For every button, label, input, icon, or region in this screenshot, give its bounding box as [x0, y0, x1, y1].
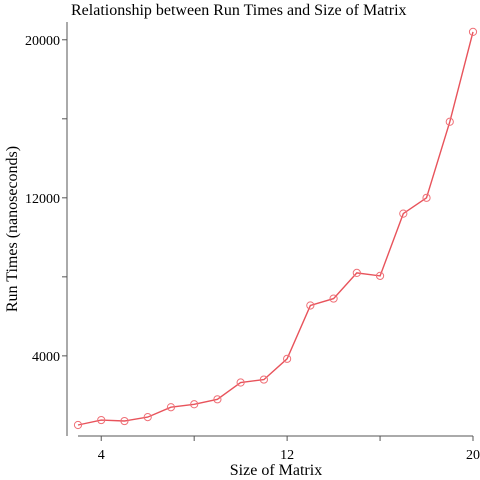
x-tick-label: 20 [466, 448, 480, 463]
data-point [213, 395, 222, 404]
data-point [306, 301, 315, 310]
y-axis-label: Run Times (nanoseconds) [4, 146, 21, 312]
data-point [329, 294, 338, 303]
x-ticks: 4 12 20 [98, 436, 480, 463]
data-point [445, 117, 454, 126]
x-axis-label: Size of Matrix [230, 462, 322, 479]
chart-title: Relationship between Run Times and Size … [71, 2, 407, 19]
y-tick-label: 4000 [32, 350, 60, 365]
x-tick-label: 12 [280, 448, 294, 463]
data-point [259, 375, 268, 384]
data-point [97, 415, 106, 425]
y-tick-label: 12000 [25, 192, 60, 207]
data-point [166, 403, 176, 412]
y-ticks: 4000 12000 20000 [25, 34, 67, 365]
data-point [73, 420, 83, 430]
data-point [399, 209, 408, 218]
data-point [422, 193, 431, 202]
series-group [73, 27, 478, 430]
data-point [375, 271, 385, 280]
data-point [236, 378, 245, 387]
series-line [77, 31, 474, 426]
y-tick-label: 20000 [25, 34, 60, 49]
data-point [468, 27, 478, 36]
data-point [120, 416, 129, 426]
x-tick-label: 4 [98, 448, 105, 463]
data-point [143, 412, 152, 422]
data-point [352, 268, 361, 277]
data-point [283, 354, 292, 363]
data-point [190, 400, 199, 409]
